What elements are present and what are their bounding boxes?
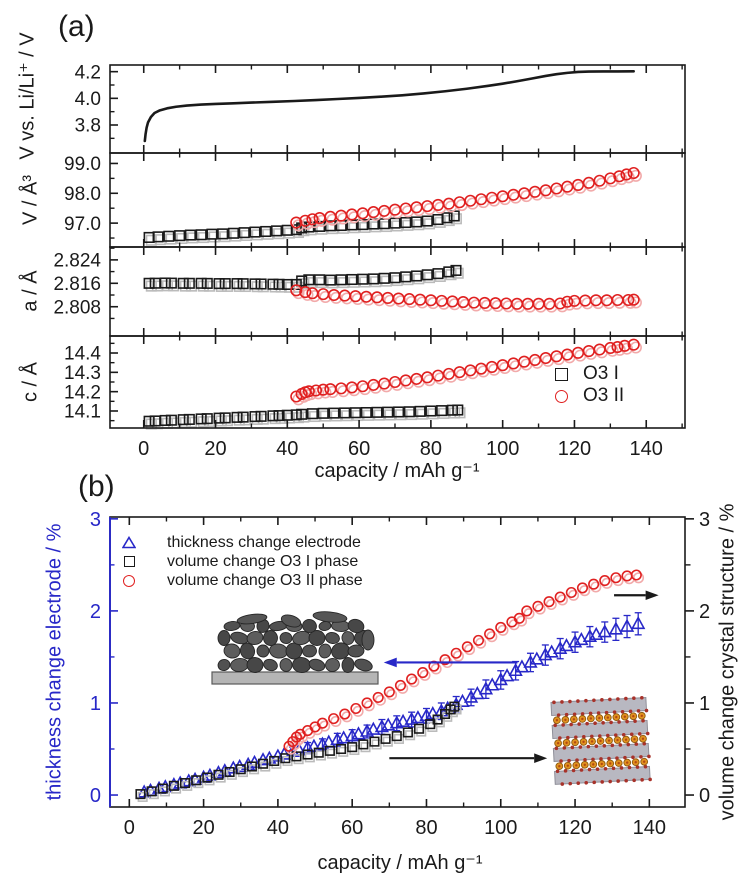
legend-label: volume change O3 II phase bbox=[167, 571, 363, 589]
legend-item-o3-2: O3 II bbox=[550, 385, 624, 407]
svg-text:0: 0 bbox=[124, 817, 135, 839]
svg-text:40: 40 bbox=[267, 817, 289, 839]
svg-text:14.4: 14.4 bbox=[64, 344, 101, 365]
electrode-inset bbox=[211, 611, 379, 685]
svg-text:140: 140 bbox=[633, 817, 666, 839]
svg-text:0: 0 bbox=[699, 785, 710, 807]
svg-text:2.816: 2.816 bbox=[53, 274, 101, 295]
svg-text:20: 20 bbox=[192, 817, 214, 839]
svg-text:2: 2 bbox=[90, 601, 101, 623]
svg-text:3: 3 bbox=[90, 509, 101, 531]
chart-panel-cell-volume: 97.0 98.0 99.0 bbox=[64, 152, 686, 248]
chart-panel-electrode-structure: 0 0 1 1 2 2 3 3 0 20 40 60 80 100 120 140 bbox=[90, 509, 710, 839]
svg-text:1: 1 bbox=[90, 693, 101, 715]
svg-text:14.3: 14.3 bbox=[64, 363, 101, 384]
legend-panel-b: thickness change electrode volume change… bbox=[116, 533, 363, 590]
svg-text:0: 0 bbox=[90, 785, 101, 807]
svg-text:140: 140 bbox=[630, 438, 663, 460]
axis-label-volume-change: volume change crystal structure / % bbox=[716, 503, 739, 821]
svg-text:20: 20 bbox=[204, 438, 226, 460]
svg-text:3.8: 3.8 bbox=[75, 116, 101, 137]
panel-a-label: (a) bbox=[58, 10, 95, 43]
svg-text:120: 120 bbox=[558, 438, 591, 460]
panel-b-label: (b) bbox=[78, 470, 115, 503]
svg-text:120: 120 bbox=[558, 817, 591, 839]
legend-item-thickness: thickness change electrode bbox=[116, 533, 363, 552]
axis-label-capacity-a: capacity / mAh g⁻¹ bbox=[314, 460, 480, 482]
svg-text:100: 100 bbox=[486, 438, 519, 460]
chart-panel-lattice-c: 14.114.214.314.4 0 20 40 60 80 100 120 140 bbox=[64, 335, 686, 460]
axis-label-lattice-c: c / Å bbox=[19, 361, 42, 403]
crystal-structure-inset bbox=[550, 695, 652, 786]
svg-text:60: 60 bbox=[341, 817, 363, 839]
svg-text:14.2: 14.2 bbox=[64, 382, 101, 403]
legend-label: volume change O3 I phase bbox=[167, 552, 359, 570]
legend-label: thickness change electrode bbox=[167, 533, 361, 551]
svg-text:4.0: 4.0 bbox=[75, 89, 101, 110]
square-marker-icon bbox=[116, 556, 142, 567]
svg-text:100: 100 bbox=[484, 817, 517, 839]
svg-text:2.808: 2.808 bbox=[53, 297, 101, 318]
svg-text:99.0: 99.0 bbox=[64, 154, 101, 175]
svg-text:0: 0 bbox=[138, 438, 149, 460]
triangle-marker-icon bbox=[116, 536, 142, 549]
legend-label: O3 I bbox=[583, 363, 619, 384]
svg-text:3: 3 bbox=[699, 509, 710, 531]
axis-label-lattice-a: a / Å bbox=[19, 270, 42, 312]
svg-text:80: 80 bbox=[415, 817, 437, 839]
axis-label-voltage: V vs. Li/Li⁺ / V bbox=[16, 32, 39, 160]
svg-text:2: 2 bbox=[699, 601, 710, 623]
svg-text:60: 60 bbox=[348, 438, 370, 460]
svg-text:14.1: 14.1 bbox=[64, 402, 101, 423]
legend-panel-a: O3 I O3 II bbox=[550, 363, 624, 407]
axis-label-thickness-change: thickness change electrode / % bbox=[43, 523, 66, 801]
axis-label-capacity-b: capacity / mAh g⁻¹ bbox=[317, 852, 483, 874]
svg-text:98.0: 98.0 bbox=[64, 184, 101, 205]
legend-label: O3 II bbox=[583, 385, 625, 406]
legend-item-volume-o3-1: volume change O3 I phase bbox=[116, 552, 363, 571]
circle-marker-icon bbox=[116, 574, 142, 587]
legend-item-volume-o3-2: volume change O3 II phase bbox=[116, 571, 363, 590]
svg-text:1: 1 bbox=[699, 693, 710, 715]
svg-text:80: 80 bbox=[420, 438, 442, 460]
svg-text:97.0: 97.0 bbox=[64, 214, 101, 235]
svg-text:4.2: 4.2 bbox=[75, 62, 101, 83]
svg-text:2.824: 2.824 bbox=[53, 251, 101, 272]
legend-item-o3-1: O3 I bbox=[550, 363, 624, 385]
circle-marker-icon bbox=[550, 389, 572, 403]
chart-panel-voltage: 3.8 4.0 4.2 bbox=[75, 62, 686, 154]
axis-label-cell-volume: V / Å³ bbox=[19, 174, 42, 226]
square-marker-icon bbox=[550, 367, 572, 381]
svg-text:40: 40 bbox=[276, 438, 298, 460]
